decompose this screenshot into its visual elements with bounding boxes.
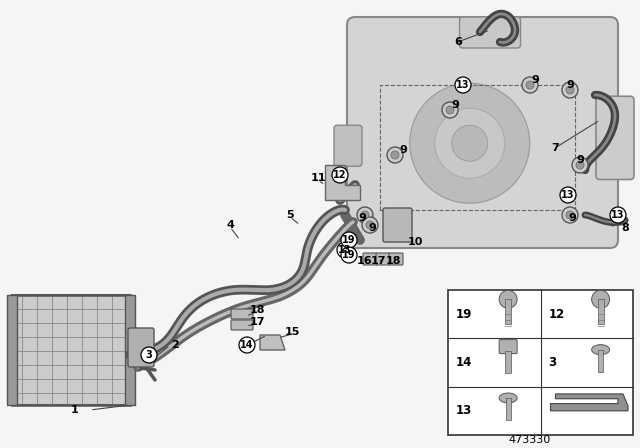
FancyBboxPatch shape xyxy=(347,17,618,248)
Text: 5: 5 xyxy=(286,210,294,220)
Text: 4: 4 xyxy=(226,220,234,230)
Circle shape xyxy=(591,290,610,308)
Text: 19: 19 xyxy=(342,250,356,260)
Text: 13: 13 xyxy=(456,80,470,90)
Circle shape xyxy=(522,77,538,93)
Circle shape xyxy=(361,211,369,219)
Text: 13: 13 xyxy=(456,405,472,418)
FancyBboxPatch shape xyxy=(383,208,412,242)
Text: 19: 19 xyxy=(342,235,356,245)
Text: 8: 8 xyxy=(621,223,629,233)
FancyBboxPatch shape xyxy=(128,328,154,367)
Circle shape xyxy=(387,147,403,163)
Circle shape xyxy=(455,77,471,93)
Text: 15: 15 xyxy=(284,327,300,337)
Circle shape xyxy=(442,102,458,118)
Circle shape xyxy=(576,161,584,169)
Circle shape xyxy=(562,82,578,98)
FancyBboxPatch shape xyxy=(460,17,520,48)
Text: 3: 3 xyxy=(146,350,152,360)
Text: 19: 19 xyxy=(456,308,472,321)
FancyBboxPatch shape xyxy=(376,253,390,265)
Circle shape xyxy=(362,217,378,233)
Circle shape xyxy=(572,157,588,173)
Text: 9: 9 xyxy=(531,75,539,85)
Circle shape xyxy=(391,151,399,159)
Circle shape xyxy=(141,347,157,363)
Text: 3: 3 xyxy=(548,356,557,369)
Text: 13: 13 xyxy=(611,210,625,220)
Text: 13: 13 xyxy=(561,190,575,200)
Text: 2: 2 xyxy=(171,340,179,350)
Circle shape xyxy=(332,167,348,183)
Polygon shape xyxy=(12,295,130,405)
Circle shape xyxy=(566,211,574,219)
Circle shape xyxy=(610,207,626,223)
Ellipse shape xyxy=(499,393,517,403)
Circle shape xyxy=(446,106,454,114)
Ellipse shape xyxy=(591,345,610,355)
Polygon shape xyxy=(325,165,360,200)
Circle shape xyxy=(452,125,488,161)
Bar xyxy=(505,299,511,324)
FancyBboxPatch shape xyxy=(596,96,634,180)
Text: 18: 18 xyxy=(385,256,401,266)
Text: 17: 17 xyxy=(371,256,386,266)
Bar xyxy=(7,295,17,405)
Circle shape xyxy=(341,232,357,248)
FancyBboxPatch shape xyxy=(231,320,253,330)
Circle shape xyxy=(566,86,574,94)
Bar xyxy=(506,398,511,420)
Text: 6: 6 xyxy=(454,37,462,47)
Polygon shape xyxy=(550,394,628,411)
Text: 7: 7 xyxy=(551,143,559,153)
Text: 14: 14 xyxy=(456,356,472,369)
Text: 12: 12 xyxy=(333,170,347,180)
Text: 18: 18 xyxy=(249,305,265,315)
FancyBboxPatch shape xyxy=(334,125,362,166)
Circle shape xyxy=(366,221,374,229)
Bar xyxy=(12,295,130,405)
Text: 9: 9 xyxy=(451,100,459,110)
Text: 9: 9 xyxy=(358,213,366,223)
Bar xyxy=(448,290,633,435)
Text: 9: 9 xyxy=(576,155,584,165)
Circle shape xyxy=(526,81,534,89)
Text: 9: 9 xyxy=(368,223,376,233)
Text: 12: 12 xyxy=(548,308,564,321)
Text: 17: 17 xyxy=(249,317,265,327)
Bar xyxy=(125,295,135,405)
Text: 16: 16 xyxy=(356,256,372,266)
Circle shape xyxy=(357,207,373,223)
Circle shape xyxy=(562,207,578,223)
Bar xyxy=(598,350,603,372)
Text: 9: 9 xyxy=(566,80,574,90)
Text: 10: 10 xyxy=(407,237,422,247)
Circle shape xyxy=(239,337,255,353)
Bar xyxy=(380,85,575,210)
Text: 9: 9 xyxy=(399,145,407,155)
Circle shape xyxy=(499,290,517,308)
Text: 1: 1 xyxy=(71,405,79,415)
Text: 13: 13 xyxy=(339,245,352,255)
Circle shape xyxy=(435,108,505,178)
Bar xyxy=(598,299,604,324)
Polygon shape xyxy=(260,335,285,350)
Text: 11: 11 xyxy=(310,173,326,183)
FancyBboxPatch shape xyxy=(499,340,517,353)
Text: 9: 9 xyxy=(568,213,576,223)
FancyBboxPatch shape xyxy=(231,309,253,319)
Circle shape xyxy=(337,242,353,258)
Bar xyxy=(505,351,511,373)
FancyBboxPatch shape xyxy=(363,253,377,265)
FancyBboxPatch shape xyxy=(389,253,403,265)
Text: 14: 14 xyxy=(240,340,253,350)
Text: 473330: 473330 xyxy=(509,435,551,445)
Circle shape xyxy=(341,247,357,263)
Circle shape xyxy=(560,187,576,203)
Circle shape xyxy=(410,83,530,203)
